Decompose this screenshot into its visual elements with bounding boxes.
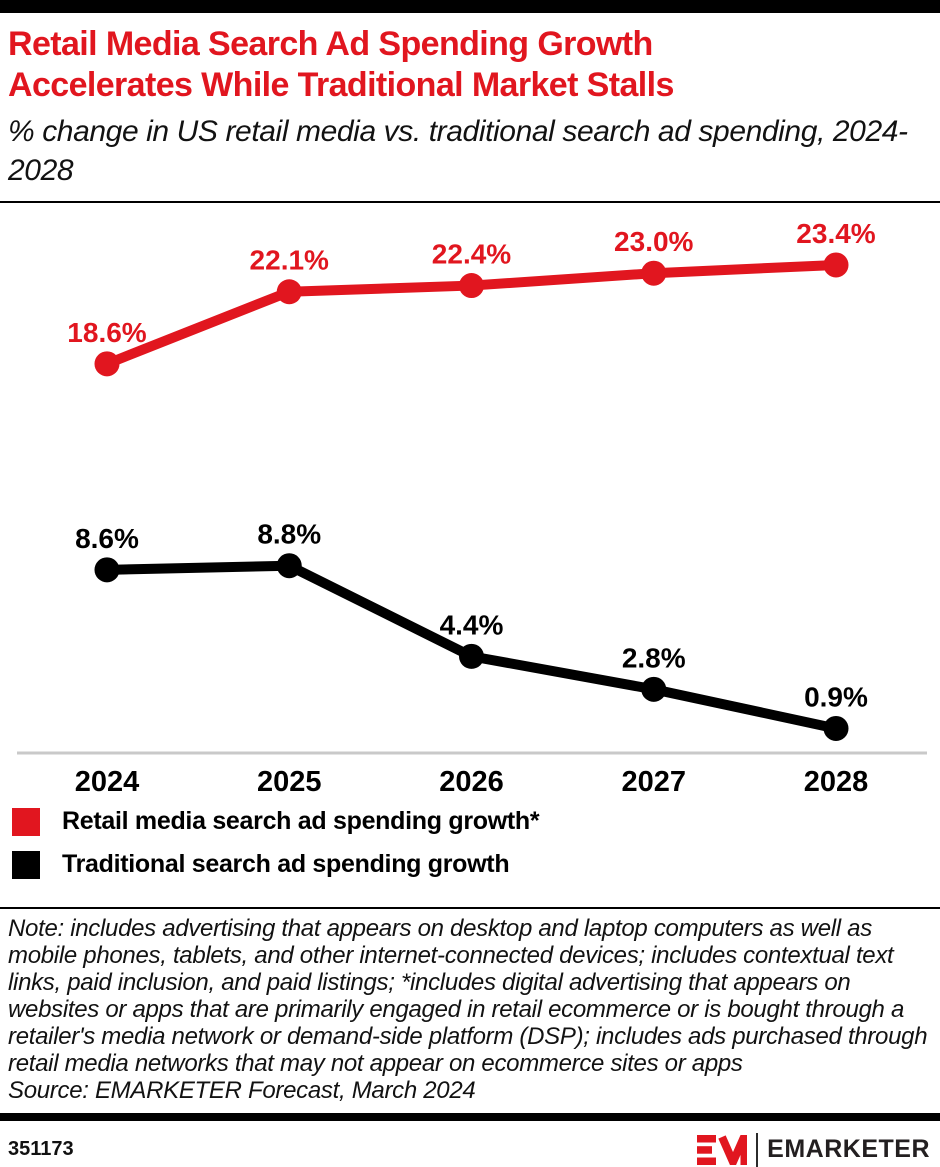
data-label-1-2026: 4.4% xyxy=(440,610,504,641)
data-label-1-2025: 8.8% xyxy=(257,519,321,550)
chart-subtitle: % change in US retail media vs. traditio… xyxy=(8,114,908,188)
data-label-1-2027: 2.8% xyxy=(622,643,686,674)
em-monogram-shape xyxy=(697,1157,717,1165)
legend-item-retail-media: Retail media search ad spending growth* xyxy=(12,807,928,836)
header-divider xyxy=(0,201,940,204)
em-monogram-shape xyxy=(697,1134,717,1142)
em-monogram-shape xyxy=(697,1145,713,1154)
data-point-0-2028 xyxy=(823,252,849,278)
data-label-0-2027: 23.0% xyxy=(614,227,693,258)
data-label-1-2028: 0.9% xyxy=(804,682,868,713)
data-point-1-2028 xyxy=(823,716,849,742)
data-label-1-2024: 8.6% xyxy=(75,523,139,554)
data-point-0-2026 xyxy=(459,273,484,299)
x-axis-tick-2027: 2027 xyxy=(621,766,686,793)
top-border-bar xyxy=(0,0,940,13)
data-point-1-2026 xyxy=(459,644,484,670)
data-label-0-2024: 18.6% xyxy=(67,317,146,348)
note-divider xyxy=(0,907,940,910)
em-monogram-shape xyxy=(740,1134,748,1165)
x-axis-tick-2026: 2026 xyxy=(439,766,504,793)
data-point-1-2027 xyxy=(641,677,667,703)
data-label-0-2028: 23.4% xyxy=(796,218,875,249)
legend-label-traditional: Traditional search ad spending growth xyxy=(62,850,510,879)
legend-item-traditional: Traditional search ad spending growth xyxy=(12,850,928,879)
legend-swatch-traditional xyxy=(12,850,40,879)
footer-divider-bar xyxy=(0,1112,940,1121)
data-point-0-2024 xyxy=(94,351,120,377)
line-chart: 2024 2025 2026 2027 2028 18.6% 22.1% 22.4% 23.0%… xyxy=(17,218,927,793)
legend-label-retail-media: Retail media search ad spending growth* xyxy=(62,807,540,836)
footnote-block: Note: includes advertising that appears … xyxy=(8,915,932,1104)
data-point-0-2025 xyxy=(276,279,302,305)
x-axis-tick-2024: 2024 xyxy=(75,766,140,793)
data-label-0-2025: 22.1% xyxy=(250,245,329,276)
data-point-0-2027 xyxy=(641,261,667,287)
footnote-text: Note: includes advertising that appears … xyxy=(8,915,928,1077)
emarketer-wordmark: EMARKETER xyxy=(767,1135,930,1163)
emarketer-logo: EMARKETER xyxy=(697,1132,930,1167)
data-point-1-2025 xyxy=(276,553,302,579)
x-axis-tick-2025: 2025 xyxy=(257,766,322,793)
data-point-1-2024 xyxy=(94,557,120,583)
footer: 351173 EMARKETER xyxy=(0,1121,940,1167)
source-text: Source: EMARKETER Forecast, March 2024 xyxy=(8,1076,476,1104)
legend-swatch-retail-media xyxy=(12,807,40,836)
chart-legend: Retail media search ad spending growth* … xyxy=(0,793,940,907)
data-label-0-2026: 22.4% xyxy=(432,239,511,270)
x-axis-tick-2028: 2028 xyxy=(804,766,869,793)
em-monogram-icon xyxy=(697,1134,748,1165)
logo-divider xyxy=(756,1132,759,1167)
chart-id: 351173 xyxy=(8,1138,74,1160)
chart-header: Retail Media Search Ad Spending Growth A… xyxy=(0,13,940,191)
chart-title: Retail Media Search Ad Spending Growth A… xyxy=(8,25,674,104)
